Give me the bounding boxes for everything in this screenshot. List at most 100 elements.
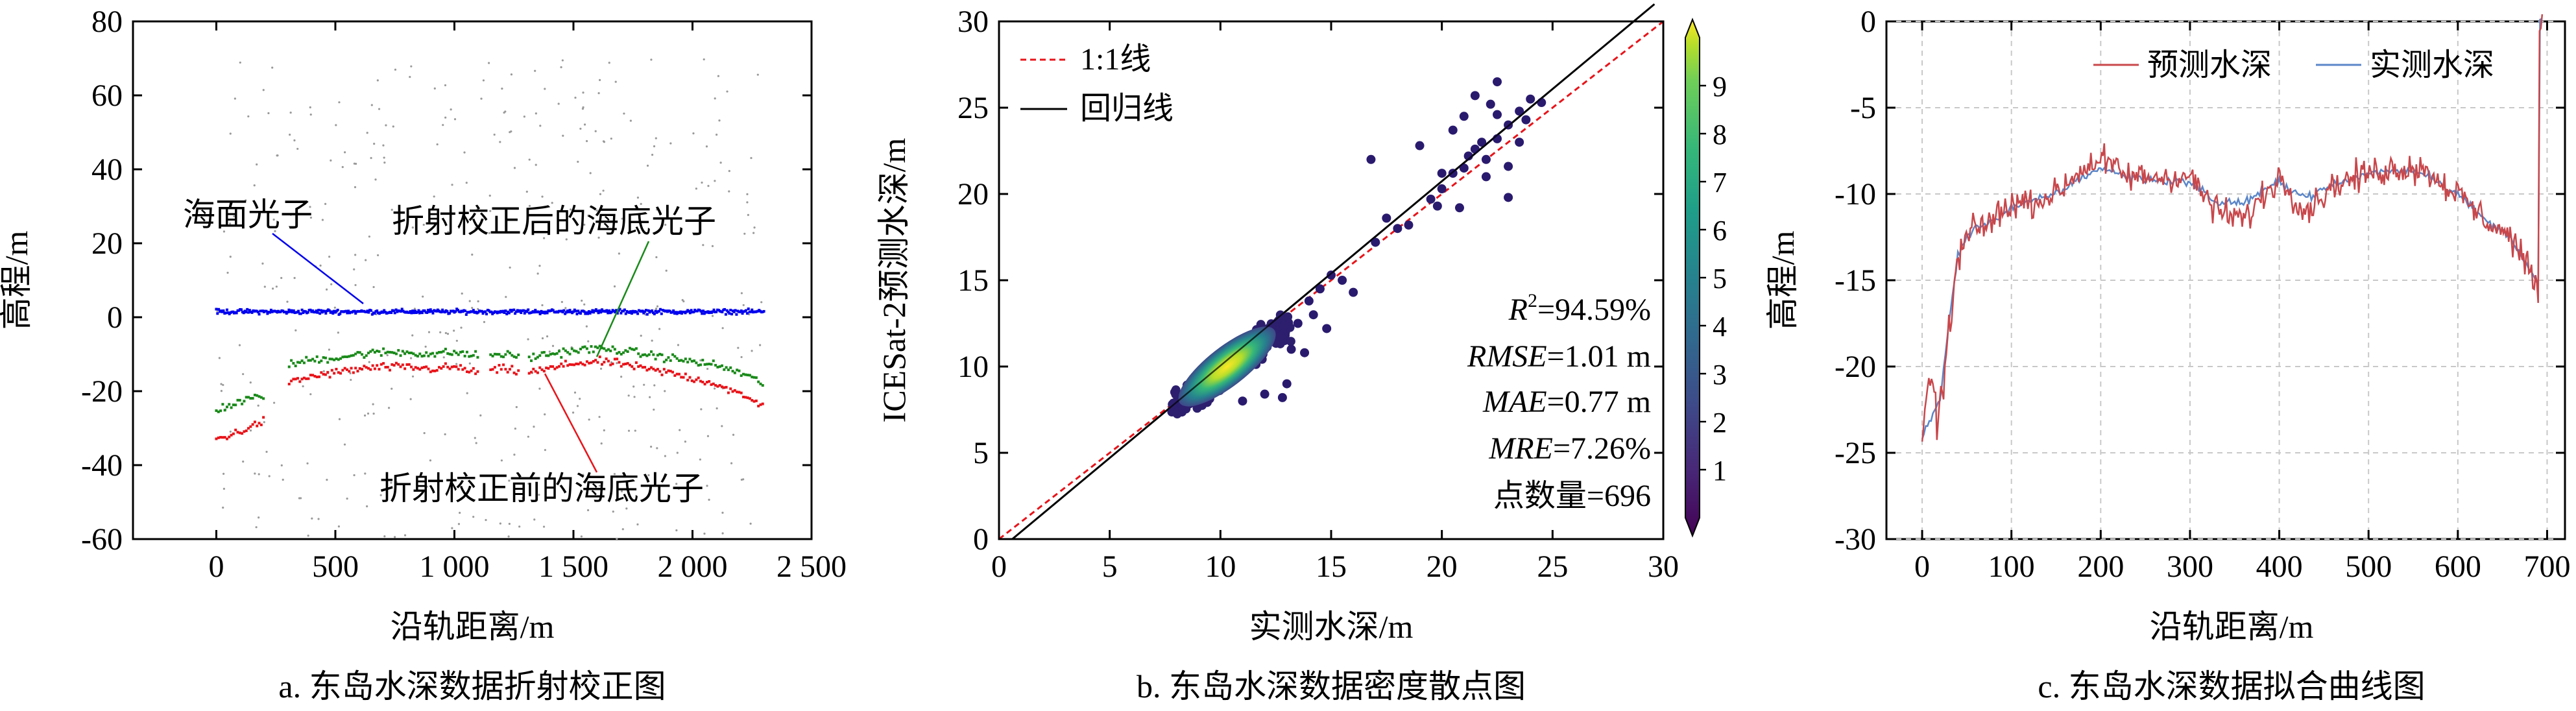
noise-photon: [625, 507, 628, 510]
sea-surface-photon: [507, 311, 511, 315]
noise-photon: [247, 115, 250, 118]
noise-photon: [480, 97, 483, 100]
corrected-bottom-photon: [403, 352, 407, 356]
sea-surface-photon: [734, 309, 737, 312]
raw-bottom-photon: [318, 375, 321, 378]
raw-bottom-photon: [371, 364, 374, 367]
panel-b-legend: 1:1线 回归线: [1020, 42, 1174, 126]
noise-photon: [513, 167, 516, 169]
corrected-bottom-photon: [594, 345, 597, 348]
noise-photon: [368, 235, 370, 238]
raw-bottom-photon: [219, 436, 223, 439]
corrected-bottom-photon: [397, 349, 400, 352]
corrected-bottom-photon: [605, 349, 608, 352]
noise-photon: [306, 462, 309, 464]
panel-c-caption: c. 东岛水深数据拟合曲线图: [2038, 668, 2425, 705]
noise-photon: [508, 522, 511, 525]
raw-bottom-photon: [228, 435, 231, 439]
sea-surface-photon: [399, 309, 402, 313]
x-tick-label: 1 500: [538, 549, 608, 584]
noise-photon: [274, 230, 276, 232]
noise-photon: [728, 190, 730, 193]
raw-bottom-photon: [740, 391, 743, 394]
corrected-bottom-photon: [688, 357, 692, 361]
noise-photon: [293, 276, 296, 280]
noise-photon: [346, 497, 348, 500]
noise-photon: [349, 372, 352, 375]
noise-photon: [293, 139, 296, 142]
corrected-bottom-photon: [433, 355, 437, 358]
corrected-bottom-photon: [628, 346, 631, 350]
sea-surface-photon: [222, 309, 225, 312]
noise-photon: [367, 412, 370, 415]
raw-bottom-photon: [547, 367, 550, 370]
sea-surface-photon: [564, 311, 568, 314]
corrected-bottom-photon: [313, 359, 317, 363]
noise-photon: [522, 497, 524, 500]
noise-photon: [394, 536, 396, 538]
noise-photon: [335, 124, 337, 127]
raw-bottom-photon: [761, 402, 764, 405]
sea-surface-photon: [426, 311, 429, 314]
raw-bottom-photon: [241, 432, 244, 435]
noise-photon: [706, 367, 709, 370]
corrected-bottom-photon: [654, 357, 657, 361]
noise-photon: [461, 292, 463, 295]
corrected-bottom-photon: [223, 409, 226, 412]
noise-photon: [409, 357, 413, 359]
raw-bottom-photon: [607, 359, 610, 363]
corrected-bottom-photon: [361, 353, 364, 356]
sea-surface-photon: [416, 311, 419, 314]
corrected-bottom-photon: [247, 396, 250, 399]
sea-surface-photon: [346, 311, 349, 315]
noise-photon: [730, 462, 733, 464]
sea-surface-photon: [745, 312, 749, 315]
noise-photon: [263, 421, 265, 424]
noise-photon: [598, 78, 601, 81]
noise-photon: [543, 237, 546, 239]
corrected-bottom-photon: [376, 349, 379, 352]
sea-surface-photon: [660, 312, 663, 315]
noise-photon: [254, 472, 256, 475]
noise-photon: [752, 232, 755, 234]
raw-bottom-photon: [320, 371, 323, 374]
noise-photon: [546, 335, 549, 338]
raw-bottom-photon: [532, 367, 535, 370]
raw-bottom-photon: [290, 380, 293, 383]
corrected-bottom-photon: [425, 351, 428, 354]
corrected-bottom-photon: [217, 410, 220, 413]
x-tick-label: 500: [2345, 549, 2392, 584]
raw-bottom-photon: [493, 366, 496, 369]
sea-surface-photon: [400, 307, 403, 311]
sea-surface-photon: [300, 308, 304, 311]
noise-photon: [271, 287, 274, 290]
corrected-bottom-photon: [470, 354, 473, 357]
corrected-bottom-photon: [598, 344, 601, 348]
raw-bottom-photon: [654, 368, 657, 372]
noise-photon: [753, 226, 756, 229]
noise-photon: [760, 301, 763, 304]
raw-bottom-photon: [262, 416, 265, 419]
sea-surface-photon: [366, 309, 369, 313]
corrected-bottom-photon: [391, 351, 394, 354]
corrected-bottom-photon: [416, 355, 419, 358]
sea-surface-photon: [481, 312, 485, 315]
raw-bottom-photon: [356, 370, 359, 373]
y-tick-label: -30: [1835, 522, 1876, 557]
noise-photon: [471, 253, 474, 256]
raw-bottom-photon: [476, 370, 479, 373]
sea-surface-photon: [463, 309, 466, 313]
raw-bottom-photon: [731, 390, 734, 393]
noise-photon: [368, 361, 370, 363]
noise-photon: [220, 390, 223, 392]
corrected-bottom-photon: [234, 404, 237, 407]
noise-photon: [748, 313, 751, 316]
colorbar: 1 2 3 4 5 6 7 8 9: [1685, 18, 1727, 538]
corrected-bottom-photon: [585, 347, 588, 350]
sea-surface-photon: [311, 309, 315, 312]
noise-photon: [444, 116, 447, 119]
scatter-point: [1338, 276, 1347, 285]
noise-photon: [551, 344, 555, 347]
corrected-bottom-photon: [476, 356, 479, 359]
corrected-bottom-photon: [440, 350, 443, 354]
